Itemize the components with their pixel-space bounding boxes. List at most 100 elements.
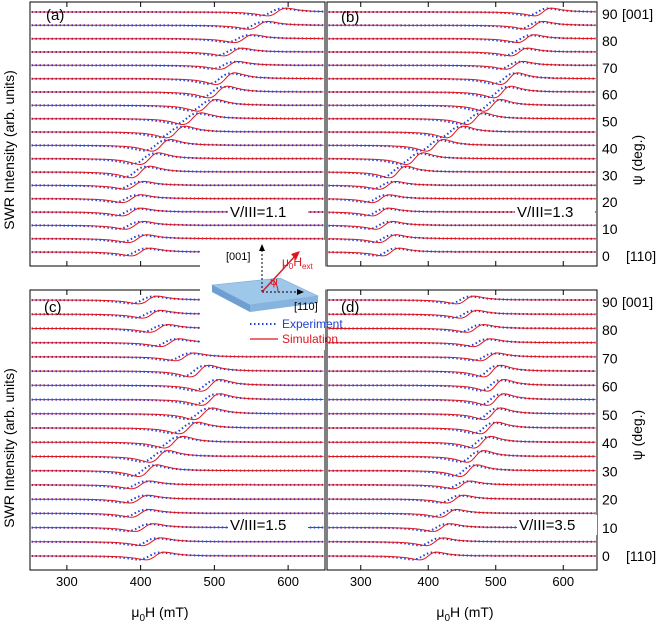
annotation-label: V/III=1.5 — [230, 517, 286, 534]
simulation-trace — [31, 435, 324, 449]
inset-slab-side — [250, 296, 318, 312]
simulation-trace — [328, 537, 596, 547]
simulation-trace — [328, 295, 596, 305]
psi-tick-direction: [001] — [622, 6, 653, 22]
xlabel-right: μ0H (mT) — [436, 604, 493, 624]
simulation-trace — [31, 61, 324, 70]
simulation-trace — [328, 72, 596, 86]
inset-axis-110-arrowhead — [297, 289, 304, 295]
simulation-trace — [31, 152, 324, 166]
annotation-label: V/III=1.1 — [230, 204, 286, 221]
simulation-trace — [31, 494, 324, 504]
simulation-trace — [31, 165, 324, 179]
x-tick-label: 500 — [485, 574, 507, 589]
psi-tick-label: 80 — [602, 33, 618, 49]
simulation-trace — [328, 220, 596, 230]
panel-3: 300 400 500 600 (d) V/III=3.5 — [326, 289, 598, 589]
simulation-trace — [328, 152, 596, 166]
simulation-trace — [328, 85, 596, 99]
psi-tick-label: 90 — [602, 6, 618, 22]
inset-slab-front — [212, 285, 250, 312]
simulation-trace — [328, 421, 596, 435]
annotation-bg — [515, 202, 595, 222]
annotation-bg — [517, 515, 597, 535]
simulation-trace — [328, 509, 596, 518]
legend-simulation-label: Simulation — [282, 332, 338, 346]
x-tick-label: 400 — [130, 574, 152, 589]
psi-tick-label: 0 — [602, 548, 610, 564]
simulation-trace — [328, 194, 596, 204]
panel-frame — [29, 1, 326, 267]
x-tick-label: 300 — [56, 574, 78, 589]
simulation-trace — [31, 220, 324, 230]
inset-field-arrow — [261, 254, 297, 293]
simulation-trace — [328, 247, 596, 257]
psi-tick-label: 20 — [602, 492, 618, 508]
simulation-trace — [31, 125, 324, 139]
inset-diagram: [001] [110] ψ μ0Hext Experiment Simulati… — [200, 240, 343, 350]
simulation-trace — [328, 551, 596, 561]
simulation-trace — [328, 435, 596, 449]
panel-2: 300 400 500 600 (c) V/III=1.5 — [29, 289, 326, 589]
simulation-trace — [328, 7, 596, 17]
x-tick-label: 600 — [277, 574, 299, 589]
simulation-trace — [31, 480, 324, 490]
simulation-trace — [328, 138, 596, 152]
inset-label-110: [110] — [294, 301, 318, 313]
psi-tick-label: 30 — [602, 167, 618, 183]
simulation-trace — [328, 323, 596, 333]
simulation-trace — [31, 364, 324, 378]
simulation-trace — [328, 234, 596, 244]
simulation-trace — [31, 138, 324, 152]
simulation-trace — [328, 125, 596, 139]
legend-experiment-label: Experiment — [282, 317, 343, 331]
simulation-trace — [328, 480, 596, 490]
psi-label-bottom: ψ (deg.) — [629, 410, 645, 460]
inset-label-001: [001] — [226, 251, 250, 263]
psi-tick-direction: [001] — [622, 294, 653, 310]
simulation-trace — [31, 180, 324, 190]
simulation-trace — [328, 181, 596, 190]
simulation-trace — [31, 34, 324, 44]
simulation-trace — [31, 407, 324, 421]
x-tick-label: 600 — [552, 574, 574, 589]
inset-angle-label: ψ — [270, 276, 278, 288]
simulation-trace — [31, 85, 324, 99]
simulation-trace — [328, 309, 596, 319]
psi-tick-label: 40 — [602, 140, 618, 156]
simulation-trace — [31, 7, 324, 17]
simulation-trace — [31, 450, 324, 463]
simulation-trace — [328, 352, 596, 362]
inset-axis-001-arrowhead — [259, 244, 265, 251]
simulation-trace — [328, 364, 596, 378]
psi-tick-label: 50 — [602, 407, 618, 423]
simulation-trace — [31, 112, 324, 126]
simulation-trace — [328, 47, 596, 57]
panel-label: (d) — [341, 299, 359, 316]
xlabel-left: μ0H (mT) — [131, 604, 188, 624]
simulation-trace — [328, 34, 596, 43]
simulation-trace — [31, 234, 324, 244]
simulation-trace — [328, 450, 596, 463]
annotation-bg — [228, 202, 308, 222]
annotation-bg — [228, 515, 308, 535]
psi-tick-label: 80 — [602, 322, 618, 338]
psi-tick-label: 70 — [602, 350, 618, 366]
simulation-trace — [328, 393, 596, 406]
psi-tick-label: 10 — [602, 520, 618, 536]
simulation-trace — [328, 338, 596, 348]
simulation-trace — [328, 98, 596, 112]
panel-frame — [326, 289, 598, 571]
ylabel-bottom: SWR Intensity (arb. units) — [1, 368, 17, 528]
simulation-trace — [31, 509, 324, 518]
psi-tick-direction: [110] — [626, 548, 656, 564]
simulation-trace — [328, 464, 596, 478]
simulation-trace — [328, 494, 596, 504]
simulation-trace — [31, 378, 324, 392]
x-tick-label: 300 — [350, 574, 372, 589]
simulation-trace — [328, 60, 596, 70]
annotation-label: V/III=1.3 — [517, 204, 573, 221]
ylabel-top: SWR Intensity (arb. units) — [1, 70, 17, 230]
annotation-label: V/III=3.5 — [519, 517, 575, 534]
psi-tick-label: 30 — [602, 463, 618, 479]
